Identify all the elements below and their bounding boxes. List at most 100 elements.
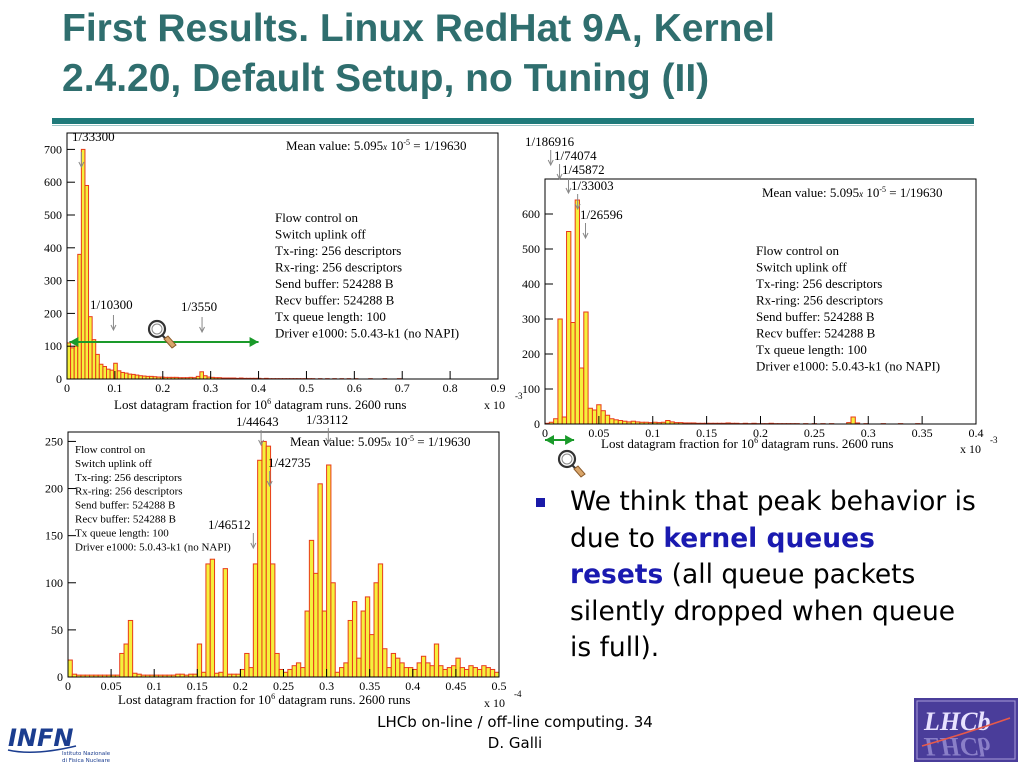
x-tick-label: 0.6	[347, 381, 362, 395]
y-tick-label: 100	[44, 339, 62, 353]
plot-frame	[66, 132, 499, 380]
peak-label: 1/26596	[580, 207, 623, 222]
x-tick-label: 0.1	[107, 381, 122, 395]
x-exponent: x 10	[484, 398, 505, 412]
peak-pointer-head	[547, 159, 554, 167]
y-tick-label: 150	[45, 529, 63, 543]
legend-line: Rx-ring: 256 descriptors	[275, 260, 402, 275]
histogram-bar	[257, 459, 263, 678]
histogram-bar	[119, 652, 125, 678]
y-tick-label: 200	[45, 482, 63, 496]
y-tick-labels: 0 50 100 150 200 250	[45, 434, 63, 684]
histogram-bar	[420, 655, 427, 678]
mean-value: Mean value: 5.095x 10-5 = 1/19630	[762, 185, 943, 200]
bullet-text-part2: (all queue packets silently dropped when…	[570, 559, 956, 663]
bullet-square-icon	[536, 498, 545, 507]
x-tick-label: 0.4	[405, 679, 420, 693]
legend-line: Tx queue length: 100	[275, 309, 386, 324]
infn-swoosh	[7, 745, 77, 753]
peak-pointer-head	[582, 232, 589, 240]
histogram-bar	[356, 657, 362, 678]
peak-pointer-head	[78, 161, 85, 169]
legend-line: Send buffer: 524288 B	[275, 276, 394, 291]
legend-line: Recv buffer: 524288 B	[756, 326, 876, 341]
legend-line: Driver e1000: 5.0.43-k1 (no NAPI)	[756, 359, 940, 374]
x-axis-label: Lost datagram fraction for 106 datagram …	[601, 436, 893, 451]
histogram-bar	[326, 464, 332, 678]
histogram-bar	[489, 668, 496, 678]
histogram-bar	[464, 668, 470, 678]
lhcb-logo: LHCb LHCb	[914, 698, 1018, 762]
histogram-bar	[287, 668, 293, 678]
histogram-bar	[351, 601, 358, 678]
histogram-bar	[291, 665, 297, 678]
x-tick-label: 0.3	[861, 426, 876, 440]
x-tick-label: 0.4	[969, 426, 984, 440]
y-tick-label: 50	[51, 623, 63, 637]
histogram-bar	[308, 539, 315, 678]
x-tick-label: 0.5	[492, 679, 507, 693]
x-tick-label: 0.35	[912, 426, 933, 440]
histogram-bar	[373, 582, 379, 678]
histogram-bar	[334, 671, 341, 678]
histogram-bar	[283, 671, 289, 678]
x-exponent: x 10	[960, 442, 981, 456]
histogram-bar	[451, 665, 457, 678]
legend-line: Driver e1000: 5.0.43-k1 (no NAPI)	[275, 326, 459, 341]
histogram-bar	[455, 657, 461, 678]
x-tick-label: 0	[64, 381, 70, 395]
x-tick-label: 0.1	[645, 426, 660, 440]
y-tick-label: 600	[44, 175, 62, 189]
x-tick-label: 0.5	[299, 381, 314, 395]
histogram-bar	[485, 667, 491, 678]
slide-title-line1: First Results. Linux RedHat 9A, Kernel	[62, 7, 775, 50]
peak-pointer-head	[110, 324, 117, 332]
y-tick-label: 300	[522, 312, 540, 326]
peak-pointer-head	[250, 542, 257, 550]
mean-value: Mean value: 5.095x 10-5 = 1/19630	[286, 138, 467, 153]
histogram-bar	[67, 659, 73, 678]
axis-ticks	[66, 148, 499, 380]
x-tick-label: 0.7	[395, 381, 410, 395]
peak-pointer-head	[574, 203, 581, 211]
histogram-bar	[438, 665, 444, 678]
histogram-bar	[390, 652, 397, 678]
histogram-bar	[239, 668, 246, 678]
legend-line: Send buffer: 524288 B	[75, 500, 175, 512]
histogram-bar	[313, 572, 319, 678]
arrow-head-left	[545, 435, 554, 445]
peak-label: 1/45872	[562, 162, 605, 177]
peak-label: 1/33300	[72, 129, 115, 144]
x-tick-label: 0.1	[147, 679, 162, 693]
y-tick-label: 600	[522, 207, 540, 221]
histogram-bar	[132, 672, 138, 678]
legend-line: Rx-ring: 256 descriptors	[75, 486, 183, 498]
legend-line: Recv buffer: 524288 B	[275, 293, 395, 308]
y-tick-labels: 0 100 200 300 400 500 600	[522, 207, 540, 431]
histogram-bar	[244, 652, 250, 678]
arrow-head-right	[249, 337, 259, 347]
histogram-bar	[127, 619, 134, 678]
y-tick-label: 500	[522, 242, 540, 256]
histogram-bar	[248, 667, 254, 678]
x-exponent-power: -4	[514, 689, 522, 699]
lhcb-wordmark: LHCb	[923, 707, 990, 736]
x-tick-label: 0.25	[273, 679, 294, 693]
x-exponent-power: -3	[515, 391, 523, 401]
x-tick-label: 0.05	[588, 426, 609, 440]
footer-course: LHCb on-line / off-line computing. 34	[377, 713, 653, 731]
infn-line2: di Fisica Nucleare	[62, 758, 111, 764]
peak-label: 1/10300	[90, 297, 133, 312]
footer-author: D. Galli	[487, 734, 543, 752]
peak-pointer-head	[199, 326, 205, 334]
histogram-bar	[317, 483, 323, 678]
infn-wordmark: INFN	[8, 724, 74, 752]
histogram-bar	[304, 610, 310, 678]
histogram-bar	[468, 665, 474, 678]
histogram-bar	[433, 643, 440, 678]
y-tick-label: 400	[44, 241, 62, 255]
axis-ticks	[544, 213, 977, 425]
bullet-point: We think that peak behavior is due to ke…	[536, 484, 976, 667]
legend-line: Switch uplink off	[756, 260, 847, 275]
peak-pointer-head	[258, 439, 265, 447]
